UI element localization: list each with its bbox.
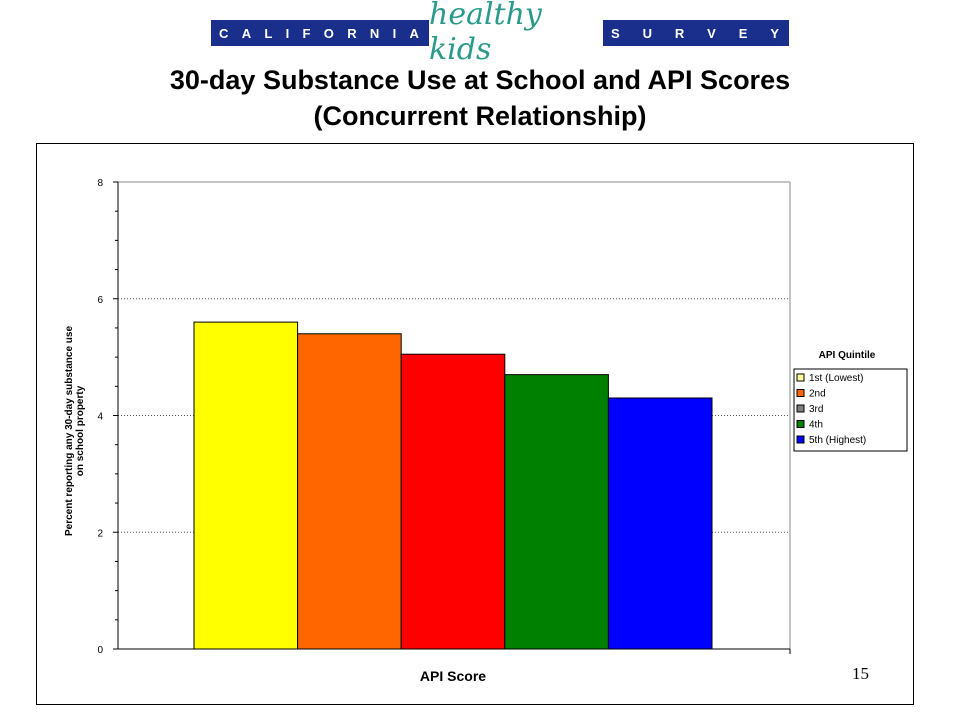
legend-entry-label: 3rd xyxy=(809,404,823,415)
legend: 1st (Lowest) 2nd 3rd 4th 5th (Highest) xyxy=(793,368,908,452)
logo-letter: N xyxy=(369,25,382,41)
y-tick-label: 2 xyxy=(97,528,103,539)
x-axis-label: API Score xyxy=(420,668,486,684)
legend-entry-label: 1st (Lowest) xyxy=(809,373,863,384)
page-number: 15 xyxy=(852,664,869,683)
legend-entry-label: 2nd xyxy=(809,389,826,400)
legend-swatch xyxy=(796,373,805,382)
y-tick-labels: 0 2 4 6 8 xyxy=(97,178,103,656)
bar xyxy=(504,374,609,650)
y-axis-label: Percent reporting any 30-day substance u… xyxy=(64,326,86,537)
bar-chart: 0 2 4 6 8 Percent reporting any 30-day subst… xyxy=(64,178,908,684)
bar xyxy=(607,397,713,650)
logo-letter: O xyxy=(323,25,336,41)
title-line-1: 30-day Substance Use at School and API S… xyxy=(169,65,791,95)
y-axis-label-line-2: on school property xyxy=(75,385,86,476)
logo-letter: U xyxy=(642,25,654,41)
logo-letter: A xyxy=(409,25,421,41)
bar xyxy=(193,321,299,650)
logo-letter: V xyxy=(707,25,718,41)
logo-letter: R xyxy=(674,25,687,41)
y-tick-label: 6 xyxy=(97,295,103,306)
legend-entry-label: 5th (Highest) xyxy=(809,435,866,446)
logo-letter: R xyxy=(347,25,359,41)
logo-letter: I xyxy=(392,25,399,41)
y-axis-label-line-1: Percent reporting any 30-day substance u… xyxy=(64,326,75,537)
logo-letter: Y xyxy=(770,25,781,41)
y-tick-label: 4 xyxy=(97,412,103,423)
logo-letter: E xyxy=(738,25,750,41)
logo-healthy-kids-text: healthy kids xyxy=(429,0,542,67)
legend-swatch xyxy=(796,404,805,413)
y-tick-label: 8 xyxy=(97,178,103,189)
legend-swatch xyxy=(796,435,805,444)
legend-entry-label: 4th xyxy=(809,420,823,431)
bar xyxy=(400,353,506,650)
logo-letter: C xyxy=(219,25,231,41)
bar xyxy=(297,333,402,650)
legend-title: API Quintile xyxy=(819,350,876,361)
y-tick-label: 0 xyxy=(97,645,103,656)
legend-swatch xyxy=(796,389,805,397)
legend-swatch xyxy=(796,420,805,428)
legend-box xyxy=(793,368,908,452)
logo-letter: F xyxy=(302,25,313,41)
chart-container: 0 2 4 6 8 Percent reporting any 30-day subst… xyxy=(36,143,914,705)
bars xyxy=(193,321,713,650)
logo-letter: L xyxy=(264,25,275,41)
logo-letter: S xyxy=(611,25,622,41)
logo-letter: A xyxy=(241,25,254,41)
logo-letter: I xyxy=(285,25,292,41)
title-line-2: (Concurrent Relationship) xyxy=(313,101,647,131)
page-title: 30-day Substance Use at School and API S… xyxy=(0,62,960,134)
